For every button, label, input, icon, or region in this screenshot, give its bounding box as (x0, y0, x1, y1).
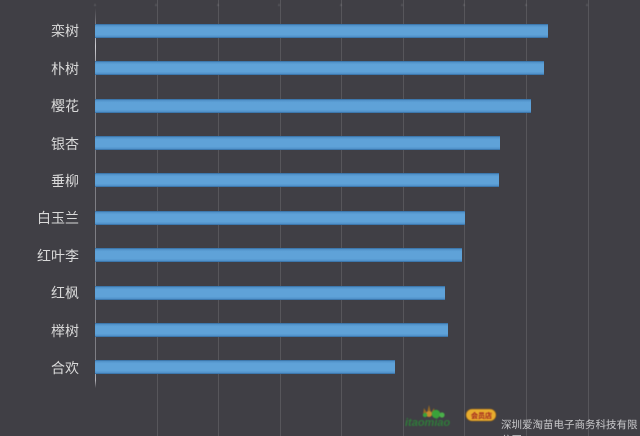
svg-text:itaomiao: itaomiao (405, 417, 451, 429)
svg-text:会员店: 会员店 (471, 411, 492, 420)
